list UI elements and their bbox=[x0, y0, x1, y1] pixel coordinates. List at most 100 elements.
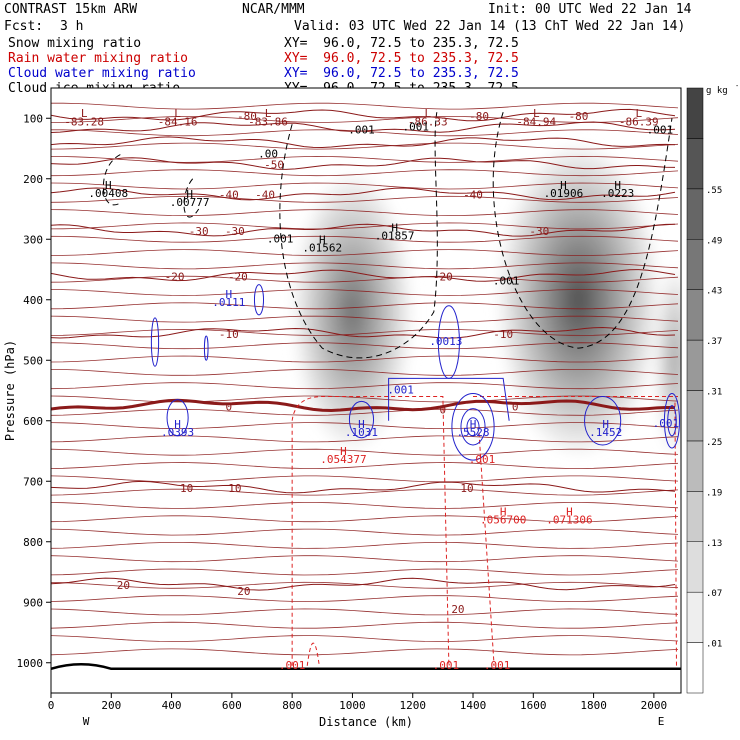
isotherm-minor bbox=[51, 342, 679, 350]
cloud-water-contour-2 bbox=[451, 393, 495, 461]
isotherm-label: -40 bbox=[463, 189, 483, 202]
isotherm-minor bbox=[51, 422, 679, 430]
snow-high-value: .00408 bbox=[88, 187, 128, 200]
east-label: E bbox=[658, 715, 665, 728]
colorbar-label: .37 bbox=[706, 337, 722, 347]
cloud-water-contour-label: .001 bbox=[653, 417, 680, 430]
snow-high-marker: H bbox=[614, 179, 621, 192]
isotherm-minor bbox=[51, 102, 679, 110]
isotherm--10 bbox=[51, 326, 676, 339]
snow-contour-0 bbox=[279, 112, 438, 359]
snow-contour-label: .001 bbox=[267, 232, 294, 245]
snow-high-value: .0223 bbox=[601, 187, 634, 200]
colorbar-swatch bbox=[686, 239, 704, 290]
colorbar-swatch bbox=[686, 541, 704, 593]
west-label: W bbox=[83, 715, 90, 728]
isotherm-label: -30 bbox=[225, 225, 245, 238]
colorbar-swatch bbox=[686, 390, 704, 442]
cloud-water-contour-7 bbox=[663, 393, 680, 449]
colorbar-swatch bbox=[686, 138, 704, 190]
cloud-water-high-value: .1452 bbox=[589, 426, 622, 439]
y-tick-label: 900 bbox=[23, 596, 43, 609]
isotherm-label: 10 bbox=[180, 482, 193, 495]
snow-high-marker: H bbox=[560, 179, 567, 192]
temperature-min-marker: L bbox=[265, 107, 272, 120]
temperature-min-value: -84.16 bbox=[158, 116, 198, 129]
snow-max-2-level-4 bbox=[671, 342, 679, 379]
y-tick-label: 200 bbox=[23, 173, 43, 186]
isotherm-minor bbox=[51, 142, 679, 150]
y-tick-label: 700 bbox=[23, 475, 43, 488]
y-tick-label: 100 bbox=[23, 112, 43, 125]
cloud-water-contour-9 bbox=[150, 317, 160, 367]
isotherm-minor bbox=[51, 302, 679, 310]
x-tick-label: 1600 bbox=[520, 699, 547, 712]
colorbar-unit-exp: -1 bbox=[735, 82, 740, 90]
isotherm-label: 20 bbox=[451, 603, 464, 616]
axes: 0 200 400 600 800 1000 1200 1400 1600 1800 2000100… bbox=[3, 112, 667, 729]
snow-contour-3 bbox=[183, 178, 200, 218]
snow-high-value: .00777 bbox=[170, 196, 210, 209]
isotherm-0 bbox=[51, 398, 675, 413]
colorbar-label: .13 bbox=[706, 539, 722, 549]
isotherm--40 bbox=[51, 187, 676, 201]
x-tick-label: 2000 bbox=[641, 699, 668, 712]
snow-high-marker: H bbox=[186, 188, 193, 201]
y-axis-title: Pressure (hPa) bbox=[3, 340, 17, 441]
isotherm-minor bbox=[51, 116, 679, 123]
plot-frame bbox=[50, 87, 682, 694]
temperature-min-value: -84.94 bbox=[516, 116, 556, 129]
isotherm-minor bbox=[51, 129, 679, 137]
isotherm-label: -20 bbox=[433, 270, 453, 283]
isotherm-minor bbox=[51, 195, 679, 203]
temperature-min-value: -83.86 bbox=[248, 116, 288, 129]
isotherm--20 bbox=[51, 269, 676, 282]
snow-high-value: .01857 bbox=[375, 229, 415, 242]
snow-contour-label: .001 bbox=[402, 120, 429, 133]
terrain-surface bbox=[51, 663, 681, 671]
field-xy-cloud-water: XY= 96.0, 72.5 to 235.3, 72.5 bbox=[284, 66, 519, 81]
temperature-min-marker: L bbox=[81, 107, 88, 120]
cloud-water-contour-0 bbox=[166, 399, 189, 437]
isotherm-label: -10 bbox=[493, 328, 513, 341]
isotherm-label: 0 bbox=[512, 400, 519, 413]
isotherm-label: -80 bbox=[569, 110, 589, 123]
cloud-water-contour-1 bbox=[348, 400, 375, 439]
isotherm-minor bbox=[51, 608, 679, 616]
isotherm-minor bbox=[51, 395, 679, 403]
colorbar-unit: g kg bbox=[706, 86, 728, 96]
y-tick-label: 800 bbox=[23, 536, 43, 549]
colorbar-label: .19 bbox=[706, 488, 722, 498]
isotherm-minor bbox=[51, 581, 679, 589]
field-xy-snow: XY= 96.0, 72.5 to 235.3, 72.5 bbox=[284, 36, 519, 51]
isotherm-label: -40 bbox=[219, 189, 239, 202]
rain-contour-3 bbox=[674, 402, 677, 666]
isotherm-minor bbox=[51, 408, 679, 416]
temperature-min-marker: L bbox=[424, 107, 431, 120]
field-label-snow: Snow mixing ratio bbox=[8, 36, 142, 51]
isotherm-minor bbox=[51, 555, 679, 563]
rain-contour-0 bbox=[291, 396, 450, 666]
snow-high-marker: H bbox=[391, 221, 398, 234]
cloud-water-high-marker: H bbox=[226, 288, 233, 301]
cloud-water-contour-4 bbox=[466, 417, 480, 437]
isotherm-minor bbox=[51, 235, 679, 243]
isotherm-minor bbox=[51, 462, 679, 469]
isotherm-label: -80 bbox=[469, 110, 489, 123]
isotherm-minor bbox=[51, 289, 679, 296]
isotherm-minor bbox=[51, 488, 679, 496]
snow-high-value: .01906 bbox=[544, 187, 584, 200]
cloud-water-contour-8 bbox=[667, 405, 677, 437]
rain-contour-1 bbox=[478, 432, 495, 666]
temperature-min-value: -86.33 bbox=[408, 116, 448, 129]
isotherm-minor bbox=[51, 369, 679, 376]
cloud-water-high-marker: H bbox=[602, 418, 609, 431]
isotherm-label: 10 bbox=[228, 482, 241, 495]
snow-high-marker: H bbox=[105, 179, 112, 192]
x-tick-label: 1400 bbox=[460, 699, 487, 712]
isotherm-minor bbox=[51, 475, 679, 483]
x-tick-label: 400 bbox=[162, 699, 182, 712]
colorbar-swatch bbox=[686, 339, 704, 391]
isotherm-label: -80 bbox=[237, 110, 257, 123]
x-tick-label: 1800 bbox=[580, 699, 607, 712]
